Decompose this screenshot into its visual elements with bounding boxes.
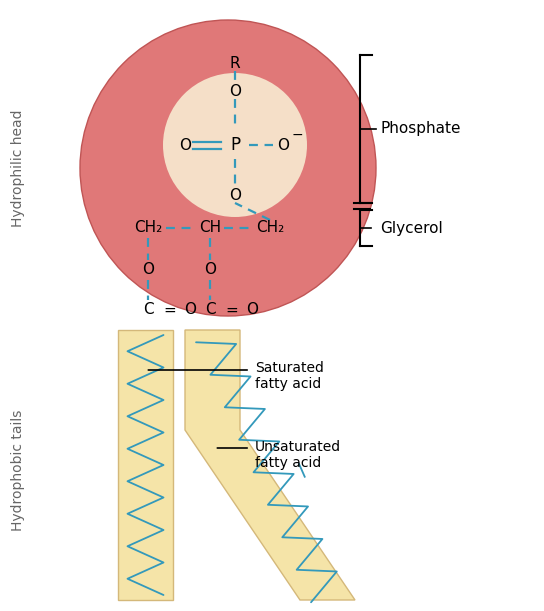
Text: =: = xyxy=(226,302,238,318)
Text: O: O xyxy=(204,263,216,277)
Text: −: − xyxy=(291,128,303,142)
Text: O: O xyxy=(179,137,191,153)
Text: O: O xyxy=(229,84,241,98)
Text: O: O xyxy=(246,302,258,318)
Text: P: P xyxy=(230,136,240,154)
Circle shape xyxy=(163,73,307,217)
Text: CH: CH xyxy=(199,221,221,235)
Polygon shape xyxy=(185,330,355,600)
Text: Glycerol: Glycerol xyxy=(380,221,443,235)
Text: =: = xyxy=(164,302,176,318)
Text: CH₂: CH₂ xyxy=(256,221,284,235)
Text: O: O xyxy=(229,188,241,202)
Polygon shape xyxy=(118,330,173,600)
Text: Phosphate: Phosphate xyxy=(380,122,461,136)
Text: O: O xyxy=(184,302,196,318)
Text: Saturated
fatty acid: Saturated fatty acid xyxy=(255,361,324,391)
Text: Hydrophilic head: Hydrophilic head xyxy=(11,109,25,227)
Text: O: O xyxy=(142,263,154,277)
Text: O: O xyxy=(277,137,289,153)
Text: C: C xyxy=(143,302,153,318)
Text: C: C xyxy=(205,302,215,318)
Text: CH₂: CH₂ xyxy=(134,221,162,235)
Circle shape xyxy=(80,20,376,316)
Text: Unsaturated
fatty acid: Unsaturated fatty acid xyxy=(255,440,341,470)
Text: Hydrophobic tails: Hydrophobic tails xyxy=(11,409,25,531)
Text: R: R xyxy=(230,56,240,70)
